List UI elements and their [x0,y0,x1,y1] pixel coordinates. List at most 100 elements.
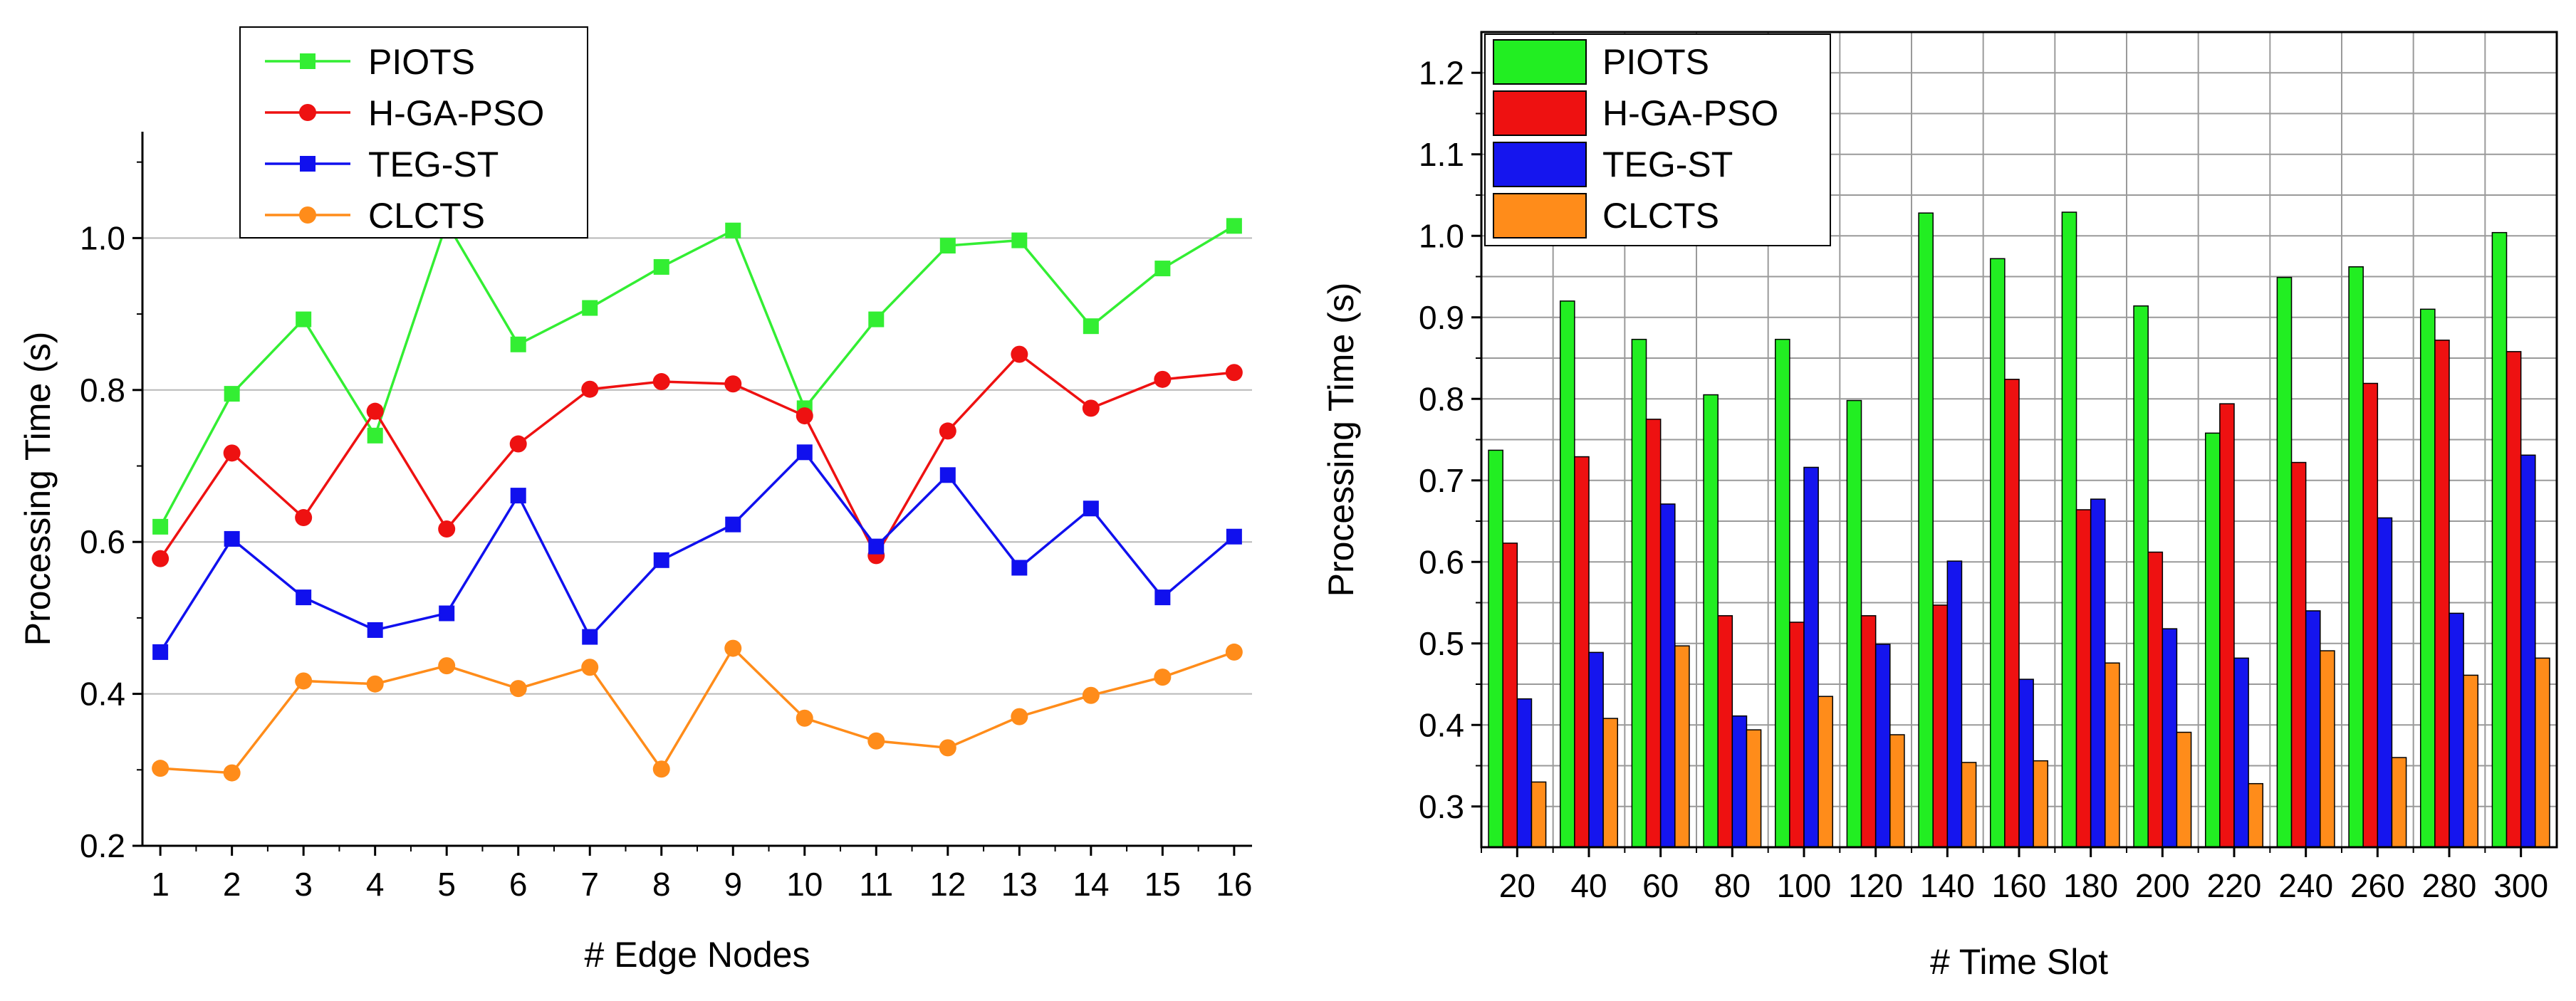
legend-swatch [1493,39,1587,85]
bar [2105,662,2120,848]
bar [2348,266,2364,848]
data-point [939,739,956,757]
data-point [295,509,313,527]
data-point [152,550,170,567]
bar [2233,657,2249,848]
bar [2061,211,2077,848]
y-tick-label: 1.0 [80,219,125,256]
series-clcts [1531,645,2550,848]
bar [1774,338,1790,848]
bar [1818,696,1834,848]
data-point [796,444,813,461]
data-point [439,605,455,622]
data-point [1154,669,1172,686]
bar [2004,379,2020,848]
bar [2075,509,2092,848]
bar [1516,698,1533,848]
y-axis-title: Processing Time (s) [1321,283,1361,597]
bar [2290,461,2307,848]
data-point [1226,528,1242,545]
data-point [510,488,526,504]
data-point [152,760,170,777]
data-point [509,435,527,453]
line-chart-panel: 0.20.40.60.81.01 2 3 4 5 6 7 8 9 10 11 12 13 14 15 16# … [18,26,1252,975]
x-tick-label: 16 [1216,866,1252,903]
bar [2305,610,2321,848]
bar [1645,419,1662,848]
y-tick-label: 0.8 [1419,380,1464,417]
bar [1502,543,1518,848]
data-point [868,311,885,327]
series-line [159,352,1235,560]
legend-swatch-marker [300,156,316,172]
data-point [652,760,670,778]
data-point [939,467,956,483]
bar-chart-panel: 0.3 0.4 0.5 0.6 0.7 0.8 0.9 1.0 1.1 1.2 20 40 60 80 10… [1321,31,2558,982]
x-axis-title: # Edge Nodes [585,935,810,975]
data-point [1226,218,1242,234]
series-h-ga-pso [152,345,1243,567]
bar [2320,650,2335,848]
data-point [939,422,956,440]
bar [2018,678,2034,848]
x-tick-label: 20 [1499,867,1535,904]
series-line [160,646,1235,775]
bar [1602,718,1619,848]
x-tick-label: 8 [652,866,671,903]
data-point [1154,370,1172,388]
data-point [152,518,169,535]
x-tick-label: 6 [509,866,528,903]
legend-swatch [1493,90,1587,136]
bar [1789,622,1805,848]
data-point [1083,501,1099,517]
data-point [724,375,742,393]
bar [1574,456,1590,848]
x-tick-label: 140 [1920,867,1975,904]
x-tick-label: 100 [1777,867,1832,904]
bar [2133,305,2149,848]
x-tick-label: 40 [1570,867,1607,904]
data-point [1083,318,1099,335]
x-tick-label: 280 [2422,867,2477,904]
legend-label: TEG-ST [368,145,499,184]
bar [2449,612,2464,848]
data-point [1154,261,1171,277]
bar [1531,781,1547,848]
data-point [152,644,169,660]
data-point [1011,708,1028,725]
data-point [367,622,383,638]
x-tick-label: 2 [223,866,241,903]
x-tick-label: 11 [859,866,893,903]
bar [2535,657,2550,848]
y-tick-label: 0.6 [1419,543,1464,580]
data-point [652,373,670,391]
x-tick-label: 200 [2135,867,2190,904]
data-point [296,589,312,606]
bar [1659,503,1676,848]
bar [1889,734,1905,848]
series-clcts [152,639,1243,782]
data-point [438,657,456,675]
legend-swatch [1493,193,1587,239]
data-point [796,709,813,727]
data-point [367,427,383,444]
data-point [438,520,456,538]
bar [2033,760,2049,848]
bar [2419,308,2436,848]
x-tick-label: 12 [929,866,966,903]
y-tick-label: 0.4 [80,676,125,713]
data-point [582,300,598,316]
x-tick-label: 60 [1642,867,1679,904]
bar [1488,449,1503,848]
y-tick-label: 0.9 [1419,299,1464,336]
legend-label: CLCTS [368,196,485,236]
data-point [366,675,384,693]
legend-label: CLCTS [1602,196,1719,236]
x-tick-label: 9 [724,866,742,903]
bar [1674,645,1690,848]
bar [2248,782,2264,848]
y-tick-label: 0.2 [80,827,125,864]
y-tick-label: 1.2 [1419,54,1464,91]
data-point [653,258,669,275]
